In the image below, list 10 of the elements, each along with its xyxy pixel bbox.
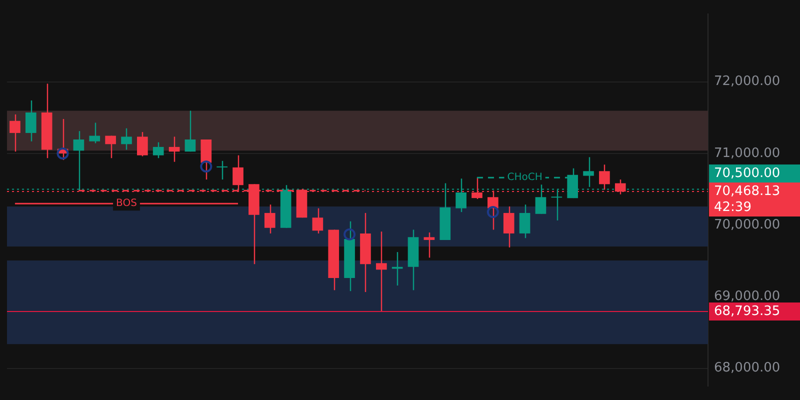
ref-line-label: 70,468.13 [714, 184, 780, 199]
text: 42:39 [714, 200, 752, 215]
y-tick-label: 72,000.00 [714, 74, 780, 90]
y-tick-label: 71,000.00 [714, 146, 780, 161]
y-tick-label: 69,000.00 [714, 289, 780, 304]
y-tick-label: 70,000.00 [714, 217, 780, 232]
ref-line-label: 68,793.35 [714, 304, 780, 319]
ref-line-label: 70,500.00 [714, 166, 780, 181]
series-label: CHoCH [507, 172, 542, 184]
y-tick-label: 68,000.00 [714, 360, 780, 376]
